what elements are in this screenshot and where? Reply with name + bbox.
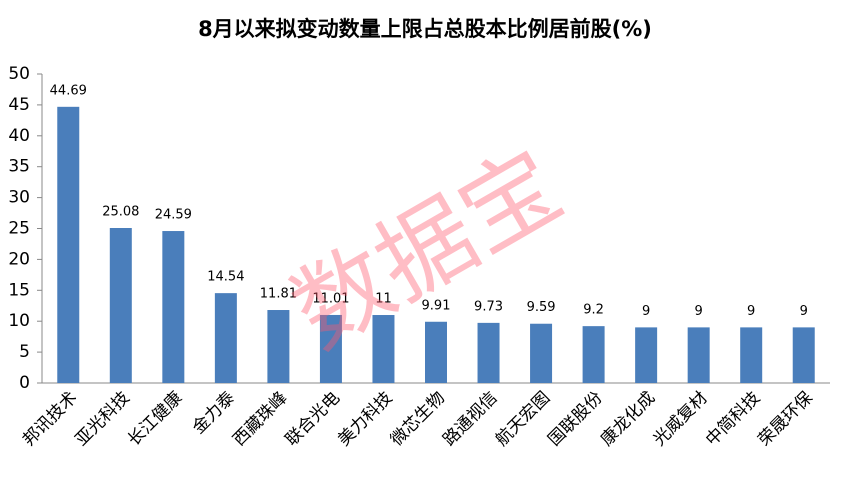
x-tick-label: 邦讯技术 [19, 388, 81, 450]
bar [687, 327, 710, 383]
value-label: 9.91 [422, 298, 451, 313]
y-tick-label: 40 [8, 126, 30, 146]
y-tick-label: 5 [19, 342, 30, 362]
bar [425, 321, 447, 383]
value-label: 11.01 [312, 291, 349, 306]
value-label: 44.69 [50, 83, 87, 98]
x-tick-label: 康龙化成 [597, 388, 659, 450]
x-tick-label: 路通视信 [439, 388, 501, 450]
bar [57, 106, 80, 384]
y-tick-label: 45 [8, 95, 30, 115]
bar [582, 326, 605, 383]
x-tick-label: 联合光电 [282, 388, 344, 450]
value-label: 9 [642, 304, 650, 319]
y-tick-label: 50 [8, 64, 30, 84]
x-tick-label: 美力科技 [334, 388, 396, 450]
bar [319, 314, 342, 383]
x-tick-label: 航天宏图 [492, 388, 554, 450]
value-label: 9.2 [583, 303, 604, 318]
bar [109, 228, 132, 383]
x-tick-label: 国联股份 [544, 388, 606, 450]
value-label: 14.54 [207, 270, 244, 285]
value-label: 11 [375, 292, 392, 307]
x-tick-label: 荣晟环保 [755, 388, 817, 450]
y-tick-label: 30 [8, 188, 30, 208]
bar [740, 327, 763, 383]
bar [792, 327, 815, 383]
chart-title: 8月以来拟变动数量上限占总股本比例居前股(%) [198, 17, 652, 41]
x-tick-label: 长江健康 [124, 388, 186, 450]
value-label: 9 [800, 304, 808, 319]
value-label: 9 [695, 304, 703, 319]
x-tick-label: 微芯生物 [387, 388, 449, 450]
bar [372, 315, 395, 383]
value-label: 24.59 [155, 208, 192, 223]
bar [635, 327, 658, 383]
y-tick-label: 15 [8, 280, 30, 300]
y-tick-label: 35 [8, 157, 30, 177]
x-tick-label: 中简科技 [702, 388, 764, 450]
bar [477, 322, 500, 383]
value-label: 25.08 [102, 205, 139, 220]
value-label: 11.81 [260, 287, 297, 302]
x-tick-label: 亚光科技 [72, 388, 134, 450]
x-tick-label: 西藏珠峰 [229, 388, 291, 450]
bar [530, 323, 553, 383]
y-tick-label: 25 [8, 219, 30, 239]
y-tick-label: 0 [19, 373, 30, 393]
y-tick-label: 10 [8, 311, 30, 331]
x-tick-label: 光威复材 [650, 388, 712, 450]
value-label: 9 [747, 304, 755, 319]
bar [214, 293, 237, 383]
value-label: 9.59 [527, 300, 556, 315]
bar [162, 231, 185, 383]
bar [267, 310, 290, 383]
value-label: 9.73 [474, 299, 503, 314]
y-tick-label: 20 [8, 249, 30, 269]
x-tick-label: 金力泰 [189, 388, 239, 438]
